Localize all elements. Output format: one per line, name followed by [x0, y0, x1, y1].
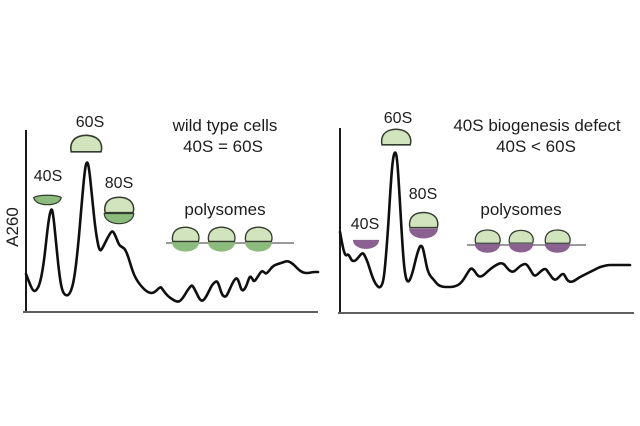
- right-polysomes-label: polysomes: [480, 200, 562, 219]
- left-polysome-ribosome-icon: [207, 226, 236, 252]
- left-polysome-ribosome-icon: [171, 226, 200, 252]
- right-40s-label: 40S: [350, 216, 380, 233]
- left-absorbance-curve: [24, 161, 320, 303]
- right-polysome-ribosome-icon: [544, 229, 571, 253]
- left-60s-subunit-icon: [69, 134, 103, 153]
- y-axis-label: A260: [3, 207, 22, 247]
- right-panel-title: 40S biogenesis defect: [453, 116, 621, 135]
- right-polysomes-icons: [467, 226, 586, 257]
- right-40s-subunit-icon: [352, 239, 380, 249]
- left-80s-label: 80S: [104, 175, 134, 192]
- right-polysome-ribosome-icon: [508, 229, 534, 253]
- right-polysome-ribosome-icon: [474, 229, 501, 253]
- left-40s-subunit-icon: [33, 194, 62, 206]
- right-60s-subunit-icon: [380, 128, 412, 146]
- left-60s-label: 60S: [75, 114, 105, 131]
- right-80s-ribosome-icon: [408, 211, 439, 239]
- right-panel-subtitle: 40S < 60S: [496, 137, 576, 156]
- left-40s-label: 40S: [33, 168, 63, 185]
- right-absorbance-curve: [338, 151, 632, 289]
- left-panel-title: wild type cells: [172, 116, 278, 135]
- left-polysomes-label: polysomes: [184, 200, 266, 219]
- left-polysomes-icons: [166, 224, 294, 256]
- left-panel-subtitle: 40S = 60S: [183, 137, 263, 156]
- right-80s-label: 80S: [408, 186, 438, 203]
- left-polysome-ribosome-icon: [244, 226, 273, 252]
- right-60s-label: 60S: [383, 110, 413, 127]
- left-80s-ribosome-icon: [103, 196, 135, 225]
